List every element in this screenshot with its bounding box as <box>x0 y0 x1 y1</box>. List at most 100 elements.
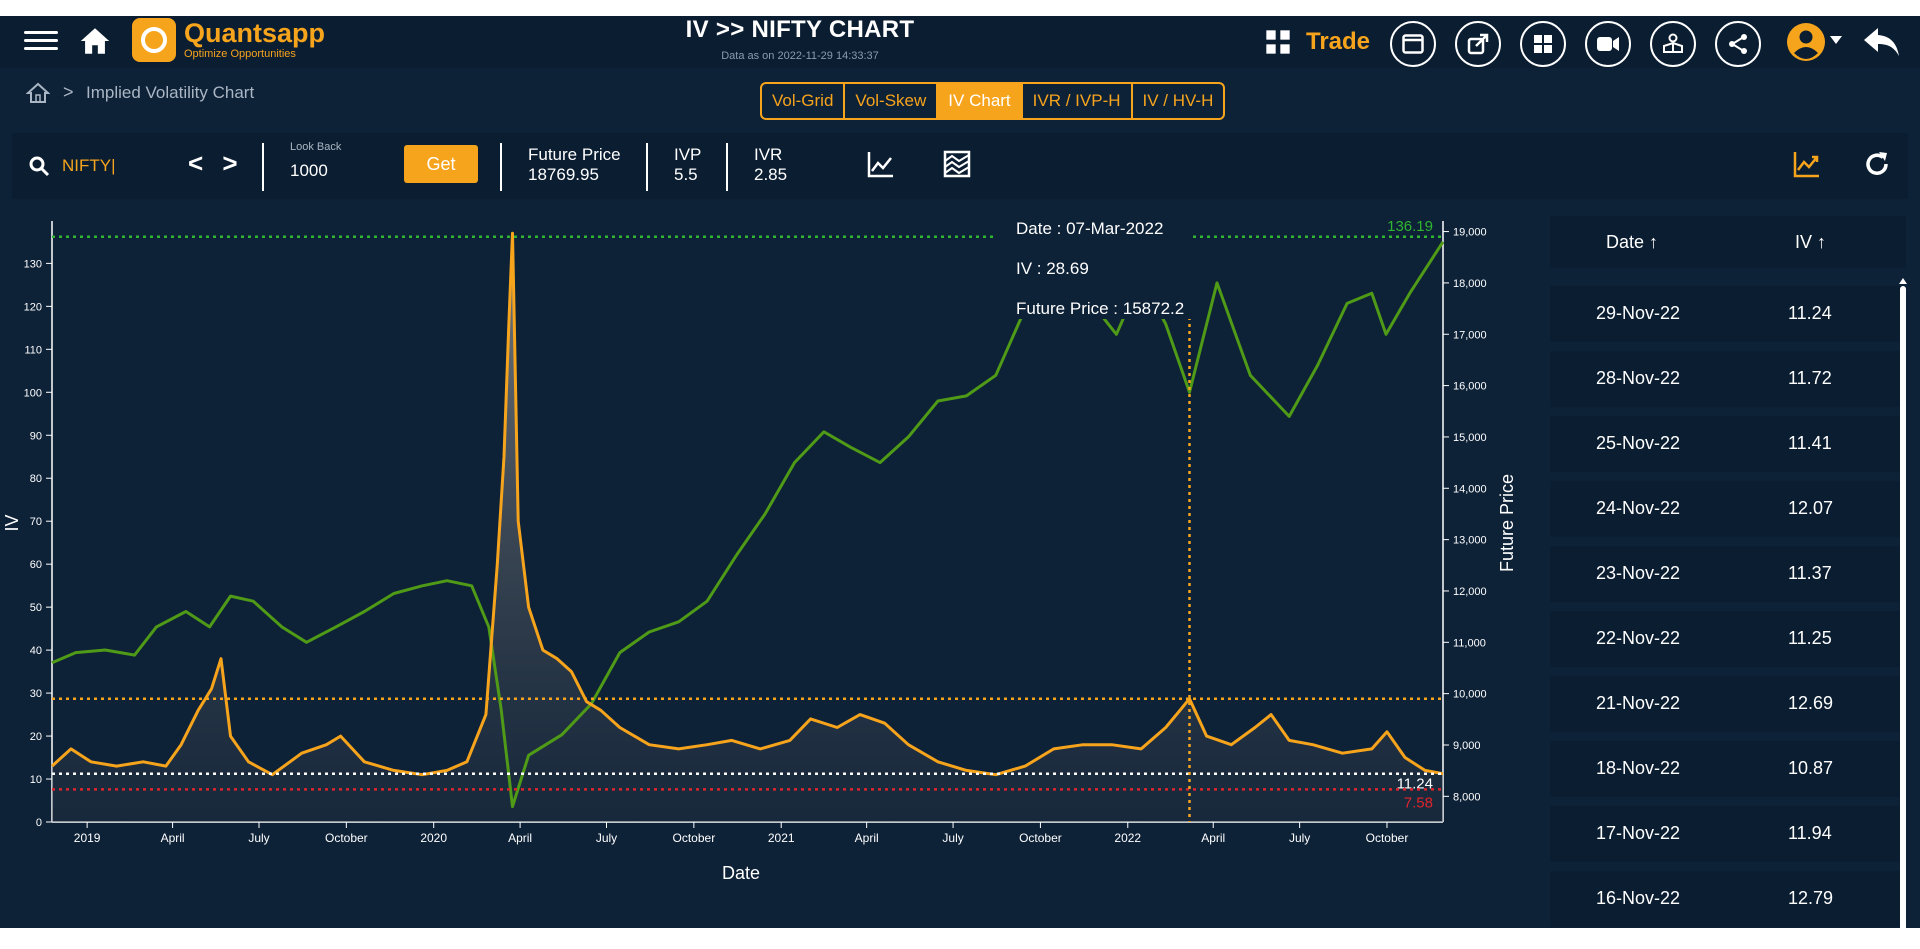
table-row[interactable]: 24-Nov-22 12.07 <box>1550 481 1906 537</box>
row-iv: 11.25 <box>1788 628 1832 648</box>
brand-logo[interactable]: Quantsapp Optimize Opportunities <box>132 18 325 62</box>
breadcrumb-label: Implied Volatility Chart <box>86 83 255 102</box>
user-icon[interactable] <box>1786 22 1826 62</box>
row-iv: 11.37 <box>1788 563 1832 583</box>
grid-icon <box>1266 30 1290 54</box>
y-axis-label-left: IV <box>2 514 22 531</box>
table-row[interactable]: 21-Nov-22 12.69 <box>1550 676 1906 732</box>
row-date: 24-Nov-22 <box>1596 498 1681 518</box>
ivr-label: IVR <box>754 145 783 164</box>
row-date: 17-Nov-22 <box>1596 823 1681 843</box>
tab-ivr-ivp-h[interactable]: IVR / IVP-H <box>1023 84 1133 118</box>
y-tick-label-right: 18,000 <box>1453 278 1487 290</box>
row-date: 21-Nov-22 <box>1596 693 1681 713</box>
lookback-label: Look Back <box>290 141 342 153</box>
x-tick-label: 2020 <box>420 831 447 845</box>
table-row[interactable]: 17-Nov-22 11.94 <box>1550 806 1906 862</box>
y-tick-label-left: 80 <box>30 473 42 485</box>
row-iv: 12.79 <box>1788 888 1834 908</box>
trade-button[interactable]: Trade <box>1264 24 1370 60</box>
get-button[interactable]: Get <box>404 145 478 183</box>
breadcrumb-home-icon[interactable] <box>26 82 50 104</box>
y-tick-label-left: 50 <box>30 602 42 614</box>
x-tick-label: July <box>942 831 963 845</box>
x-tick-label: 2019 <box>74 831 101 845</box>
iv-area <box>52 233 1443 823</box>
table-row[interactable]: 22-Nov-22 11.25 <box>1550 611 1906 667</box>
future-price-label: Future Price <box>528 145 621 164</box>
trade-label: Trade <box>1306 28 1371 55</box>
table-row[interactable]: 28-Nov-22 11.72 <box>1550 351 1906 407</box>
y-tick-label-left: 120 <box>24 301 42 313</box>
row-iv: 11.41 <box>1788 433 1832 453</box>
search-icon[interactable] <box>28 155 50 177</box>
x-tick-label: April <box>1201 831 1225 845</box>
ivr-value: 2.85 <box>754 165 788 184</box>
row-iv: 10.87 <box>1788 758 1834 778</box>
tab-iv-hv-h[interactable]: IV / HV-H <box>1142 91 1214 110</box>
tab-vol-skew[interactable]: Vol-Skew <box>845 84 939 118</box>
y-tick-label-left: 40 <box>30 645 42 657</box>
row-date: 22-Nov-22 <box>1596 628 1681 648</box>
scroll-up-icon[interactable] <box>1899 278 1907 284</box>
y-tick-label-right: 13,000 <box>1453 535 1487 547</box>
table-scrollbar[interactable] <box>1900 286 1906 928</box>
x-tick-label: April <box>855 831 879 845</box>
future-price-line <box>51 240 1445 809</box>
date-column-header[interactable]: Date ↑ <box>1606 231 1659 252</box>
share-icon[interactable] <box>1715 21 1761 67</box>
y-tick-label-left: 90 <box>30 430 42 442</box>
brand-tagline: Optimize Opportunities <box>184 48 296 60</box>
tab-iv-chart[interactable]: IV Chart <box>938 84 1023 118</box>
dashboard-icon[interactable] <box>1520 21 1566 67</box>
video-icon[interactable] <box>1585 21 1631 67</box>
toolbar: NIFTY| < > Look Back 1000 Get Future Pri… <box>12 133 1908 199</box>
y-tick-label-right: 19,000 <box>1453 227 1487 239</box>
iv-column-header[interactable]: IV ↑ <box>1795 231 1827 252</box>
home-icon[interactable] <box>78 24 112 58</box>
toolbar-divider <box>646 143 648 191</box>
y-tick-label-left: 10 <box>30 774 42 786</box>
y-tick-label-left: 20 <box>30 731 42 743</box>
y-tick-label-left: 60 <box>30 559 42 571</box>
reference-line-label: 7.58 <box>1404 794 1433 811</box>
hands-icon[interactable] <box>1650 21 1696 67</box>
area-chart-icon[interactable] <box>942 149 972 179</box>
iv-price-chart[interactable]: 0 10 20 30 40 50 60 70 80 90 100 110 120 130 8,000 9,00… <box>0 211 1530 916</box>
table-row[interactable]: 23-Nov-22 11.37 <box>1550 546 1906 602</box>
row-date: 18-Nov-22 <box>1596 758 1681 778</box>
chart-type-icon[interactable] <box>1792 149 1822 179</box>
x-tick-label: October <box>1019 831 1062 845</box>
toolbar-divider <box>262 143 264 191</box>
toolbar-divider <box>500 143 502 191</box>
table-row[interactable]: 16-Nov-22 12.79 <box>1550 871 1906 927</box>
row-date: 29-Nov-22 <box>1596 303 1681 323</box>
line-chart-icon[interactable] <box>866 149 896 179</box>
row-date: 23-Nov-22 <box>1596 563 1681 583</box>
lookback-input[interactable]: 1000 <box>290 161 328 180</box>
chevron-down-icon[interactable] <box>1830 36 1842 46</box>
future-price-value: 18769.95 <box>528 165 599 184</box>
y-tick-label-left: 70 <box>30 516 42 528</box>
y-tick-label-right: 12,000 <box>1453 586 1487 598</box>
y-tick-label-right: 17,000 <box>1453 329 1487 341</box>
refresh-icon[interactable] <box>1862 149 1892 179</box>
popout-icon[interactable] <box>1455 21 1501 67</box>
y-tick-label-right: 15,000 <box>1453 432 1487 444</box>
symbol-nav-arrows[interactable]: < > <box>188 148 244 178</box>
symbol-search-input[interactable]: NIFTY| <box>62 156 116 175</box>
tab-vol-grid[interactable]: Vol-Grid <box>762 84 846 118</box>
table-row[interactable]: 29-Nov-22 11.24 <box>1550 286 1906 342</box>
y-tick-label-right: 10,000 <box>1453 689 1487 701</box>
window-icon[interactable] <box>1390 21 1436 67</box>
y-tick-label-left: 110 <box>24 344 42 356</box>
row-iv: 11.24 <box>1788 303 1832 323</box>
table-row[interactable]: 18-Nov-22 10.87 <box>1550 741 1906 797</box>
row-date: 16-Nov-22 <box>1596 888 1681 908</box>
back-icon[interactable] <box>1862 22 1902 62</box>
table-row[interactable]: 25-Nov-22 11.41 <box>1550 416 1906 472</box>
menu-icon[interactable] <box>24 26 58 56</box>
tooltip-future-price: Future Price : 15872.2 <box>1016 299 1185 318</box>
chart-tooltip: Date : 07-Mar-2022 IV : 28.69 Future Pri… <box>996 201 1192 319</box>
y-tick-label-right: 14,000 <box>1453 483 1487 495</box>
